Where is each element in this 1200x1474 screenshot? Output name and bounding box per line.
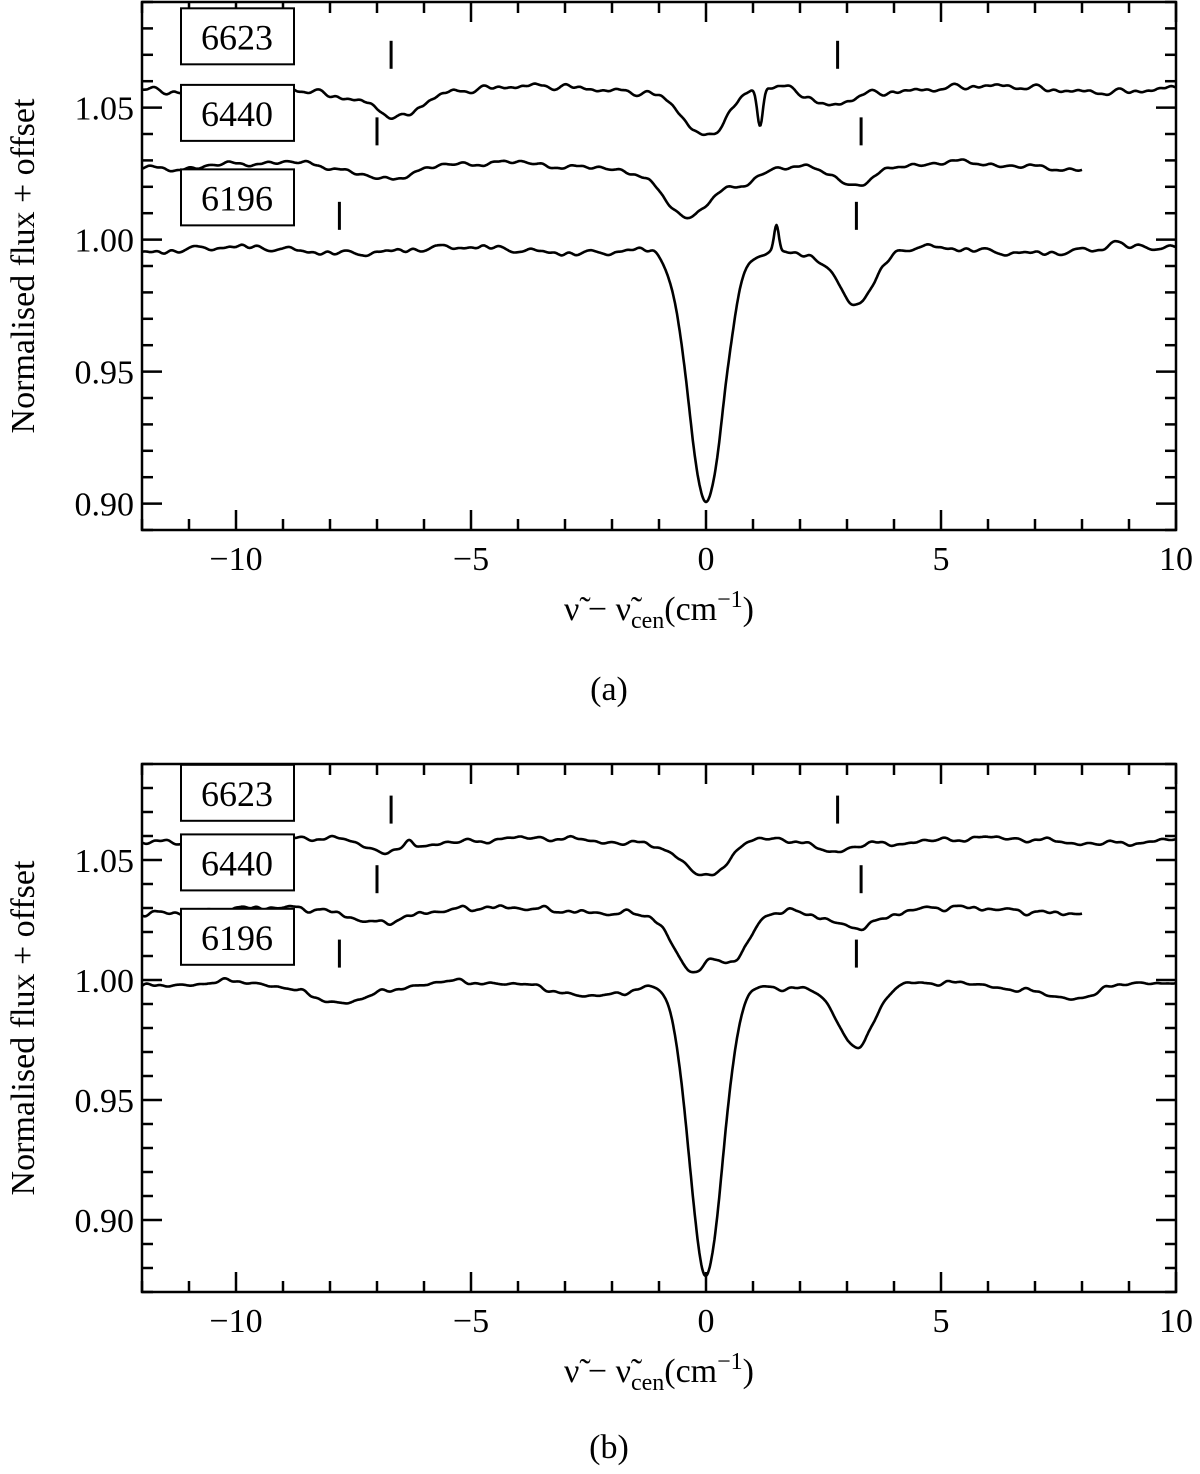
band-label-box [180, 833, 295, 892]
axis-ticks [140, 762, 1178, 1294]
y-tick-label: 1.00 [75, 963, 135, 1000]
x-tick-label: 5 [933, 541, 950, 578]
spectrum-line-6196 [141, 223, 1177, 504]
spectrum-line-6440 [141, 158, 1083, 220]
x-axis-unit-open: (cm [664, 591, 717, 628]
y-tick-label: 0.90 [75, 1203, 135, 1240]
band-label-box [180, 83, 295, 142]
x-axis-subscript: cen [631, 608, 664, 634]
plot-frame [140, 762, 1178, 1294]
y-tick-label: 0.95 [75, 1083, 135, 1120]
spectrum-line-6623 [141, 82, 1177, 137]
x-tick-label: 0 [698, 541, 715, 578]
spectrum-line-6623 [141, 834, 1177, 877]
x-axis-unit-open: (cm [664, 1353, 717, 1390]
band-label-box [180, 763, 295, 822]
band-label-text: 6440 [201, 94, 273, 134]
x-tick-label: 5 [933, 1303, 950, 1340]
band-markers [337, 40, 863, 230]
y-tick-labels: 0.90 0.95 1.00 1.05 [75, 91, 135, 524]
x-tick-label: 10 [1159, 541, 1193, 578]
x-axis-title: ν̃ − ν̃cen(cm−1) [564, 1349, 754, 1396]
spectra [141, 834, 1177, 1278]
x-tick-label: −10 [209, 541, 262, 578]
band-label-text: 6623 [201, 17, 273, 57]
band-label-box [180, 907, 295, 966]
x-axis-unit-close: ) [743, 1353, 754, 1390]
x-axis-minus: − [579, 1353, 615, 1390]
y-tick-label: 1.00 [75, 223, 135, 260]
axis-ticks [140, 0, 1178, 532]
spectra [141, 82, 1177, 504]
band-labels: 6623 6440 6196 [180, 763, 295, 966]
x-axis-unit-sup: −1 [717, 587, 743, 613]
plot-frame [140, 0, 1178, 532]
y-tick-label: 1.05 [75, 843, 135, 880]
band-label-box [180, 7, 295, 66]
x-axis-subscript: cen [631, 1370, 664, 1396]
panel-b: 0.900.951.001.05 −10 −5 0 5 10 662364406196 … [5, 762, 1193, 1466]
spectrum-line-6196 [141, 977, 1177, 1278]
y-tick-labels: 0.90 0.95 1.00 1.05 [75, 843, 135, 1240]
x-axis-unit-close: ) [743, 591, 754, 628]
y-tick-label: 0.95 [75, 355, 135, 392]
x-tick-labels: −10 −5 0 5 10 [209, 1303, 1193, 1340]
panel-caption: (b) [589, 1429, 629, 1466]
spectrum-line-6440 [141, 904, 1083, 974]
band-markers [337, 795, 863, 968]
x-axis-minus: − [579, 591, 615, 628]
x-axis-unit-sup: −1 [717, 1349, 743, 1375]
x-tick-label: 10 [1159, 1303, 1193, 1340]
x-tick-label: 0 [698, 1303, 715, 1340]
y-tick-label: 1.05 [75, 91, 135, 128]
x-tick-label: −10 [209, 1303, 262, 1340]
x-tick-label: −5 [453, 541, 489, 578]
y-tick-label: 0.90 [75, 487, 135, 524]
y-axis-title: Normalised flux + offset [5, 98, 42, 433]
band-label-text: 6196 [201, 918, 273, 958]
x-axis-title: ν̃ − ν̃cen(cm−1) [564, 587, 754, 634]
panel-a: 0.900.951.001.05 −10 −5 0 5 10 662364406196 … [5, 0, 1193, 708]
band-label-text: 6623 [201, 774, 273, 814]
panel-caption: (a) [590, 671, 628, 708]
band-label-text: 6196 [201, 178, 273, 218]
band-labels: 6623 6440 6196 [180, 7, 295, 227]
x-tick-labels: −10 −5 0 5 10 [209, 541, 1193, 578]
band-label-text: 6440 [201, 843, 273, 883]
x-tick-label: −5 [453, 1303, 489, 1340]
band-label-box [180, 168, 295, 227]
y-axis-title: Normalised flux + offset [5, 860, 42, 1195]
